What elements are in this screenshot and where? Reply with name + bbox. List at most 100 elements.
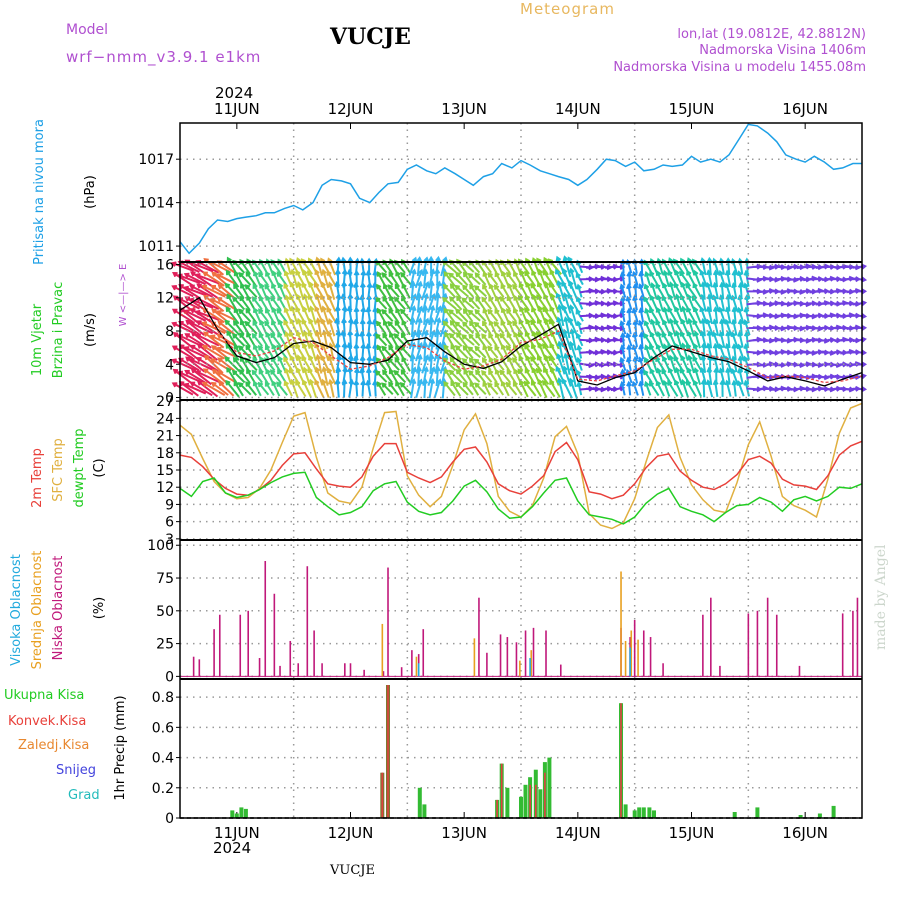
wind-arrow-head [524,330,530,337]
wind-arrow [577,321,583,335]
wind-arrow [482,382,491,396]
wind-arrow [655,357,666,372]
wind-arrow-head [388,331,395,338]
wind-arrow-head [347,354,354,360]
precip-bar [798,815,803,818]
dewpt-line [179,471,863,525]
wind-arrow-head [454,284,460,291]
wind-arrow-head [302,269,308,276]
wind-arrow-head [295,269,301,276]
wind-arrow-head [448,296,455,302]
wind-arrow-head [442,320,449,327]
wind-arrow [500,320,511,336]
wind-arrow-head [469,381,475,387]
precip-bar [831,805,836,818]
wind-arrow [376,284,387,299]
wind-arrow [381,383,394,395]
wind-arrow-head [568,304,575,311]
wind-arrow [700,271,708,288]
wind-arrow-head [562,255,569,262]
temp-label-2m: 2m Temp [30,448,45,508]
precip-bar [538,789,543,818]
wind-arrow [488,272,499,286]
wind-arrow-head [335,256,342,263]
wind-arrow [852,314,866,318]
wind-arrow [179,357,200,372]
precip-label-snow: Snijeg [56,763,96,778]
wind-arrow [481,370,493,383]
wind-arrow [663,308,670,324]
wind-arrow [524,381,537,397]
wind-arrow [628,309,631,323]
wind-arrow-head [632,355,639,362]
wind-arrow-head [861,313,868,320]
wind-arrow-head [656,294,662,301]
wind-arrow-head [449,283,456,289]
wind-arrow-head [171,382,178,388]
wind-arrow [190,381,213,397]
y-tick-label: 75 [156,571,174,587]
wind-arrow [688,356,695,374]
wind-arrow-head [576,283,582,290]
wind-arrow [442,297,457,310]
wind-arrow-head [536,354,542,361]
precip-label-hail: Grad [68,788,100,803]
wind-arrow [173,369,193,385]
wind-arrow-head [346,268,353,275]
wind-arrow [638,321,645,335]
day-label-bottom: 11JUN [214,824,260,842]
wind-arrow [569,305,578,326]
wind-arrow-head [632,282,639,289]
wind-arrow [494,321,505,335]
wind-arrow-head [434,329,441,335]
wind-arrow-head [326,306,332,313]
wind-arrow-head [661,319,668,325]
wind-arrow-head [429,268,436,275]
wind-arrow-head [737,367,743,374]
wind-arrow-head [327,318,334,324]
wind-arrow-head [347,256,354,263]
wind-arrow [726,307,732,324]
wind-arrow-head [399,382,406,388]
wind-arrow-head [353,282,359,289]
wind-arrow [258,345,270,359]
wind-arrow-head [233,283,239,289]
wind-arrow [468,370,481,383]
wind-arrow-head [513,331,519,338]
wind-arrow-head [277,282,284,289]
wind-arrow-head [524,367,530,374]
wind-arrow-head [473,285,480,291]
wind-arrow [212,369,229,385]
wind-arrow-head [518,355,524,362]
wind-arrow [570,329,577,351]
wind-arrow-head [655,306,662,313]
wind-arrow [376,382,387,396]
wind-arrow-head [667,293,674,300]
wind-arrow-head [252,343,259,350]
wind-arrow-head [225,379,231,386]
wind-arrow-head [189,284,195,290]
wind-arrow [610,363,624,366]
wind-arrow [494,382,505,396]
wind-arrow-head [861,288,868,295]
wind-arrow-head [494,308,500,314]
wind-arrow-head [719,281,726,288]
wind-arrow-head [315,353,322,360]
wind-arrow [443,271,456,287]
wind-arrow-head [643,332,649,339]
wind-arrow [316,355,323,374]
wind-arrow-head [341,378,348,385]
wind-arrow-head [648,380,655,387]
wind-arrow-head [231,369,238,376]
y-tick-label: 3 [165,532,174,548]
wind-arrow-head [488,332,494,339]
wind-arrow-head [649,318,656,325]
wind-arrow-head [334,305,341,312]
wind-arrow-head [619,380,626,387]
wind-arrow [558,305,565,327]
wind-arrow-head [488,319,495,326]
wind-arrow-head [724,306,731,313]
wind-label-2: Brzina i Pravac [51,282,66,379]
wind-arrow-head [283,356,289,362]
wind-arrow-head [238,271,244,278]
